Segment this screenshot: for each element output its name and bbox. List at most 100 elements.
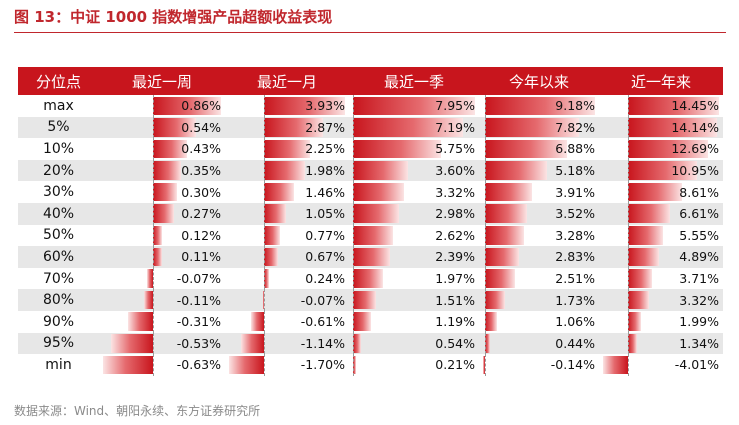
value-cell: 2.98%: [349, 202, 479, 225]
zero-axis-line: [264, 310, 266, 333]
value-label: 0.44%: [555, 335, 595, 351]
zero-axis-line: [353, 159, 354, 182]
value-cell: 0.35%: [99, 159, 225, 182]
value-label: -0.07%: [176, 271, 221, 287]
value-label: 10.95%: [671, 163, 719, 179]
zero-axis-line: [264, 267, 266, 290]
value-cell: 0.24%: [225, 267, 349, 290]
data-bar: [628, 269, 652, 288]
quantile-label: 10%: [42, 140, 75, 157]
value-label: 6.88%: [555, 141, 595, 157]
zero-axis-line: [353, 289, 354, 311]
value-label: 5.75%: [435, 141, 475, 157]
data-bar: [628, 204, 670, 224]
value-label: 1.34%: [679, 335, 719, 351]
data-bar: [628, 247, 659, 267]
zero-axis-line: [264, 332, 266, 355]
data-bar: [628, 290, 650, 310]
zero-axis-line: [484, 159, 486, 182]
quantile-label: max: [43, 97, 74, 114]
zero-axis-line: [628, 354, 630, 376]
value-label: 2.83%: [555, 249, 595, 265]
table-row: 60% 0.11% 0.67% 2.39% 2.83% 4.89%: [18, 246, 723, 268]
value-label: 0.21%: [435, 357, 475, 373]
zero-axis-line: [484, 202, 486, 225]
value-label: -1.14%: [300, 335, 345, 351]
data-bar: [229, 355, 265, 375]
value-cell: 3.91%: [479, 181, 599, 203]
table-row: 50% 0.12% 0.77% 2.62% 3.28% 5.55%: [18, 224, 723, 247]
value-cell: 0.67%: [225, 246, 349, 268]
value-label: 12.69%: [671, 141, 719, 157]
value-cell: 3.93%: [225, 95, 349, 117]
title-divider: [14, 32, 726, 33]
value-cell: 0.86%: [99, 95, 225, 117]
value-label: 0.27%: [181, 206, 221, 222]
value-label: 0.12%: [181, 227, 221, 243]
data-bar: [353, 312, 372, 332]
table-row: 95% -0.53% -1.14% 0.54% 0.44% 1.34%: [18, 332, 723, 355]
zero-axis-line: [484, 181, 486, 203]
value-label: 1.99%: [679, 314, 719, 330]
data-bar: [484, 118, 579, 137]
data-bar: [628, 161, 697, 180]
data-bar: [484, 312, 498, 332]
value-cell: 7.95%: [349, 95, 479, 117]
zero-axis-line: [152, 289, 154, 311]
value-label: 1.51%: [435, 292, 475, 308]
value-label: 0.54%: [435, 335, 475, 351]
data-bar: [353, 118, 464, 137]
data-bar: [264, 204, 286, 224]
table-row: 5% 0.54% 2.87% 7.19% 7.82% 14.14%: [18, 116, 723, 139]
zero-axis-line: [152, 181, 154, 203]
zero-axis-line: [628, 246, 630, 268]
value-label: 7.82%: [555, 119, 595, 135]
data-bar: [110, 334, 153, 353]
value-cell: 3.32%: [349, 181, 479, 203]
value-cell: 0.11%: [99, 246, 225, 268]
value-label: 8.61%: [679, 184, 719, 200]
value-cell: -0.53%: [99, 332, 225, 355]
data-bar: [264, 161, 305, 180]
value-cell: 0.27%: [99, 202, 225, 225]
data-bar: [484, 96, 595, 116]
data-bar: [353, 290, 377, 310]
quantile-label: 80%: [42, 292, 75, 309]
value-cell: -0.61%: [225, 310, 349, 333]
data-bar: [484, 204, 527, 224]
zero-axis-line: [264, 224, 266, 247]
zero-axis-line: [152, 224, 154, 247]
value-label: 0.43%: [181, 141, 221, 157]
value-label: -0.14%: [550, 357, 595, 373]
value-cell: 12.69%: [599, 138, 723, 160]
value-label: 2.98%: [435, 206, 475, 222]
value-cell: 2.25%: [225, 138, 349, 160]
value-cell: -0.63%: [99, 354, 225, 376]
zero-axis-line: [152, 159, 154, 182]
zero-axis-line: [264, 289, 266, 311]
data-bar: [353, 269, 384, 288]
zero-axis-line: [264, 116, 266, 139]
zero-axis-line: [353, 246, 354, 268]
zero-axis-line: [152, 95, 154, 117]
value-cell: 0.12%: [99, 224, 225, 247]
data-bar: [152, 226, 163, 245]
zero-axis-line: [628, 332, 630, 355]
value-cell: 1.98%: [225, 159, 349, 182]
zero-axis-line: [152, 267, 154, 290]
header-ytd: 今年以来: [508, 72, 569, 91]
value-cell: 0.30%: [99, 181, 225, 203]
value-label: 3.91%: [555, 184, 595, 200]
data-bar: [152, 96, 221, 116]
value-cell: 3.32%: [599, 289, 723, 311]
value-cell: 10.95%: [599, 159, 723, 182]
value-label: -0.07%: [300, 292, 345, 308]
table-body: max 0.86% 3.93% 7.95% 9.18% 14.45% 5% 0.54% 2.87…: [18, 95, 723, 376]
data-bar: [483, 355, 485, 375]
value-label: 4.89%: [679, 249, 719, 265]
value-cell: 14.14%: [599, 116, 723, 139]
data-bar: [484, 290, 506, 310]
data-bar: [628, 226, 664, 245]
zero-axis-line: [628, 202, 630, 225]
value-label: -0.31%: [176, 314, 221, 330]
